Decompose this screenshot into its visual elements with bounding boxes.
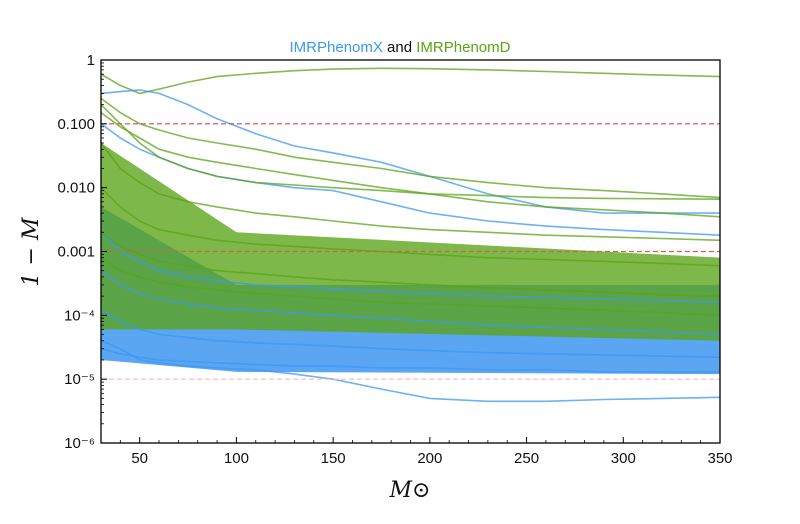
series-line-imrphenomd-0 bbox=[101, 67, 720, 95]
series-group bbox=[101, 67, 720, 403]
curve-density-band bbox=[101, 143, 720, 375]
x-axis-ticks: 50 100 150 200 250 300 350 bbox=[119, 437, 733, 467]
y-tick-label: 0.001 bbox=[57, 244, 95, 261]
x-tick-label: 50 bbox=[131, 450, 148, 467]
y-tick-label: 1 bbox=[87, 52, 95, 69]
y-tick-label: 10⁻⁴ bbox=[64, 307, 95, 324]
x-tick-label: 200 bbox=[417, 450, 442, 467]
x-axis-label: M⊙ bbox=[389, 478, 431, 503]
series-line-imrphenomd-10 bbox=[101, 142, 720, 242]
series-line-imrphenomd-12 bbox=[101, 231, 720, 297]
x-tick-label: 350 bbox=[707, 450, 732, 467]
y-tick-label: 10⁻⁶ bbox=[64, 435, 95, 452]
x-tick-label: 100 bbox=[224, 450, 249, 467]
title-imrphenomd: IMRPhenomD bbox=[416, 39, 510, 56]
reference-lines bbox=[101, 123, 720, 380]
series-line-imrphenomx-4 bbox=[101, 123, 720, 236]
series-line-imrphenomx-7 bbox=[101, 309, 720, 359]
x-tick-label: 250 bbox=[514, 450, 539, 467]
series-line-imrphenomd-11 bbox=[101, 187, 720, 267]
y-axis-label: 1 − M bbox=[19, 217, 44, 286]
series-line-imrphenomx-6 bbox=[101, 270, 720, 336]
chart-title: IMRPhenomX and IMRPhenomD bbox=[290, 39, 511, 56]
title-imrphenomx: IMRPhenomX bbox=[290, 39, 383, 56]
title-and: and bbox=[383, 39, 416, 56]
y-tick-label: 0.100 bbox=[57, 116, 95, 133]
x-tick-label: 150 bbox=[321, 450, 346, 467]
x-tick-label: 300 bbox=[611, 450, 636, 467]
series-line-imrphenomx-1 bbox=[101, 89, 720, 214]
y-tick-label: 10⁻⁵ bbox=[64, 371, 95, 388]
series-line-imrphenomx-3 bbox=[101, 339, 720, 403]
series-line-imrphenomd-13 bbox=[101, 257, 720, 317]
series-line-imrphenomd-5 bbox=[101, 111, 720, 218]
series-line-imrphenomd-2 bbox=[101, 97, 720, 199]
series-line-imrphenomd-14 bbox=[101, 104, 720, 200]
series-line-imrphenomx-9 bbox=[101, 231, 720, 304]
y-tick-label: 0.010 bbox=[57, 180, 95, 197]
series-line-imrphenomx-8 bbox=[101, 347, 720, 373]
y-axis-ticks: 10⁻⁶ 10⁻⁵ 10⁻⁴ 0.001 0.010 0.100 1 bbox=[57, 52, 107, 452]
